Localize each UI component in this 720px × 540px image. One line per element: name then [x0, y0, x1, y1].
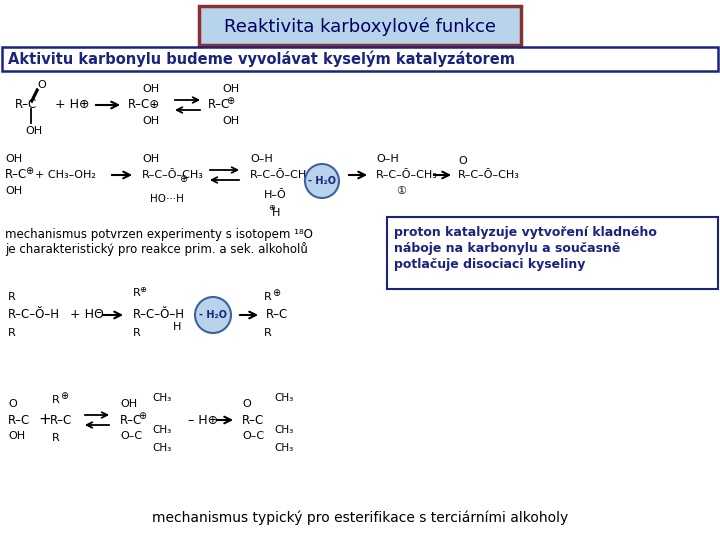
Text: ⊕: ⊕	[226, 96, 234, 106]
Text: R: R	[52, 395, 60, 405]
Text: + CH₃–OH₂: + CH₃–OH₂	[35, 170, 96, 180]
Text: OH: OH	[142, 116, 159, 126]
Text: R–C–Ŏ–CH₃: R–C–Ŏ–CH₃	[458, 170, 520, 180]
Text: O: O	[458, 156, 467, 166]
Text: R–C–Ŏ–CH₃: R–C–Ŏ–CH₃	[142, 170, 204, 180]
Text: HO···H: HO···H	[150, 194, 184, 204]
Text: H–Ŏ: H–Ŏ	[264, 190, 287, 200]
Text: ⊕: ⊕	[138, 411, 146, 421]
Text: + H⊕: + H⊕	[55, 98, 89, 111]
FancyBboxPatch shape	[199, 6, 521, 45]
Circle shape	[305, 164, 339, 198]
Text: OH: OH	[5, 186, 22, 196]
Text: H: H	[173, 322, 181, 332]
FancyBboxPatch shape	[387, 217, 718, 289]
Text: R: R	[264, 292, 271, 302]
Text: R–C: R–C	[208, 98, 230, 111]
Text: O–C: O–C	[242, 431, 264, 441]
Text: mechanismus typický pro esterifikace s terciárními alkoholy: mechanismus typický pro esterifikace s t…	[152, 510, 568, 525]
Text: O–H: O–H	[376, 154, 399, 164]
Text: OH: OH	[222, 84, 239, 94]
Text: ⊕: ⊕	[139, 285, 146, 294]
Text: - H₂O: - H₂O	[308, 176, 336, 186]
Text: O: O	[8, 399, 17, 409]
Circle shape	[195, 297, 231, 333]
Text: R: R	[8, 292, 16, 302]
Text: náboje na karbonylu a současně: náboje na karbonylu a současně	[394, 242, 621, 255]
Text: ⊕: ⊕	[272, 288, 280, 298]
Text: ⊕: ⊕	[25, 166, 33, 176]
Text: R–C–Ŏ–H: R–C–Ŏ–H	[133, 308, 185, 321]
Text: R: R	[52, 433, 60, 443]
Text: - H₂O: - H₂O	[199, 310, 227, 320]
Text: H: H	[272, 208, 280, 218]
Text: R–C: R–C	[15, 98, 37, 111]
Text: CH₃: CH₃	[274, 443, 293, 453]
Text: potlačuje disociaci kyseliny: potlačuje disociaci kyseliny	[394, 258, 585, 271]
Text: R–C: R–C	[5, 168, 27, 181]
Text: mechanismus potvrzen experimenty s isotopem ¹⁸O: mechanismus potvrzen experimenty s isoto…	[5, 228, 313, 241]
Text: O: O	[37, 80, 46, 90]
Text: OH: OH	[8, 431, 25, 441]
Text: ⊕: ⊕	[60, 391, 68, 401]
Text: R–C: R–C	[50, 414, 72, 427]
Text: OH: OH	[222, 116, 239, 126]
Text: ⊕: ⊕	[268, 202, 275, 212]
Text: R–C: R–C	[266, 308, 288, 321]
Text: CH₃: CH₃	[274, 425, 293, 435]
Text: R–C⊕: R–C⊕	[128, 98, 160, 111]
Text: ①: ①	[396, 186, 406, 196]
Text: OH: OH	[142, 154, 159, 164]
Text: R–C: R–C	[120, 414, 143, 427]
Text: R: R	[133, 328, 140, 338]
Text: OH: OH	[5, 154, 22, 164]
Text: O–C: O–C	[120, 431, 142, 441]
FancyBboxPatch shape	[2, 47, 718, 71]
Text: O: O	[242, 399, 251, 409]
Text: R: R	[8, 328, 16, 338]
Text: je charakteristický pro reakce prim. a sek. alkoholů: je charakteristický pro reakce prim. a s…	[5, 242, 308, 256]
Text: OH: OH	[142, 84, 159, 94]
Text: R–C–Ŏ–H: R–C–Ŏ–H	[8, 308, 60, 321]
Text: Aktivitu karbonylu budeme vyvolávat kyselým katalyzátorem: Aktivitu karbonylu budeme vyvolávat kyse…	[8, 51, 515, 68]
Text: +: +	[38, 413, 50, 428]
Text: R–C–Ŏ–CH₃: R–C–Ŏ–CH₃	[250, 170, 312, 180]
Text: OH: OH	[25, 126, 42, 136]
Text: – H⊕: – H⊕	[188, 414, 218, 427]
Text: R: R	[133, 288, 140, 298]
Text: Reaktivita karboxylové funkce: Reaktivita karboxylové funkce	[224, 18, 496, 36]
Text: CH₃: CH₃	[152, 443, 171, 453]
Text: R–C: R–C	[8, 414, 30, 427]
Text: + HΘ: + HΘ	[70, 308, 104, 321]
Text: R: R	[264, 328, 271, 338]
Text: proton katalyzuje vytvoření kladného: proton katalyzuje vytvoření kladného	[394, 226, 657, 239]
Text: CH₃: CH₃	[152, 425, 171, 435]
Text: ⊕: ⊕	[179, 174, 187, 184]
Text: OH: OH	[120, 399, 137, 409]
Text: CH₃: CH₃	[274, 393, 293, 403]
Text: R–C–Ŏ–CH₃: R–C–Ŏ–CH₃	[376, 170, 438, 180]
Text: CH₃: CH₃	[152, 393, 171, 403]
Text: O–H: O–H	[250, 154, 273, 164]
Text: R–C: R–C	[242, 414, 264, 427]
